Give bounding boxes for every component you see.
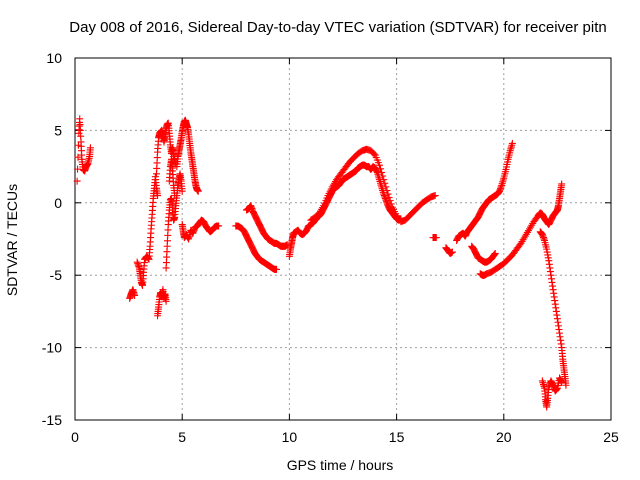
data-point <box>154 192 162 200</box>
grid <box>75 58 611 420</box>
chart-title: Day 008 of 2016, Sidereal Day-to-day VTE… <box>69 19 606 36</box>
y-tick-label: -5 <box>50 267 63 283</box>
x-tick-label: 0 <box>71 429 79 445</box>
y-tick-label: -10 <box>42 340 62 356</box>
x-axis-label: GPS time / hours <box>287 457 394 473</box>
data-point <box>491 249 499 257</box>
plot-frame <box>74 57 612 421</box>
data-point <box>74 153 82 161</box>
data-point <box>558 180 566 188</box>
data-point <box>562 381 570 389</box>
data-point <box>86 144 94 152</box>
x-tick-label: 25 <box>603 429 619 445</box>
y-tick-label: 5 <box>54 122 62 138</box>
data-point <box>215 222 223 230</box>
data-point <box>162 297 170 305</box>
y-tick-label: 0 <box>54 195 62 211</box>
data-point <box>431 192 439 200</box>
data-point <box>370 150 378 158</box>
y-tick-label: 10 <box>46 50 62 66</box>
x-tick-label: 15 <box>389 429 405 445</box>
data-point <box>171 192 179 200</box>
data-point <box>178 187 186 195</box>
data-point <box>448 248 456 256</box>
y-tick-label: -15 <box>42 412 62 428</box>
data-point <box>273 265 281 273</box>
data-point <box>432 234 440 242</box>
data-point <box>73 177 81 185</box>
data-point <box>131 291 139 299</box>
data-point <box>508 139 516 147</box>
data-point <box>558 378 566 386</box>
data-series <box>73 115 570 411</box>
x-tick-label: 20 <box>496 429 512 445</box>
data-point <box>194 187 202 195</box>
x-tick-label: 10 <box>282 429 298 445</box>
x-tick-label: 5 <box>178 429 186 445</box>
data-point <box>375 161 383 169</box>
axis-ticks: 0 5 10 15 20 25 -15 -10 -5 0 5 10 <box>42 50 619 445</box>
y-axis-label: SDTVAR / TECUs <box>4 184 20 296</box>
data-point <box>397 215 405 223</box>
